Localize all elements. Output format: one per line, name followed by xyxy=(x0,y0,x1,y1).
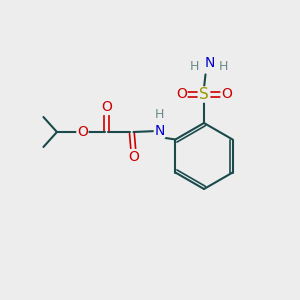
Text: N: N xyxy=(154,124,165,137)
Text: N: N xyxy=(205,56,215,70)
Text: O: O xyxy=(77,125,88,139)
Text: O: O xyxy=(101,100,112,114)
Text: O: O xyxy=(176,88,187,101)
Text: H: H xyxy=(189,60,199,73)
Text: H: H xyxy=(155,108,164,122)
Text: H: H xyxy=(219,60,228,73)
Text: O: O xyxy=(221,88,232,101)
Text: S: S xyxy=(199,87,209,102)
Text: O: O xyxy=(128,150,139,164)
